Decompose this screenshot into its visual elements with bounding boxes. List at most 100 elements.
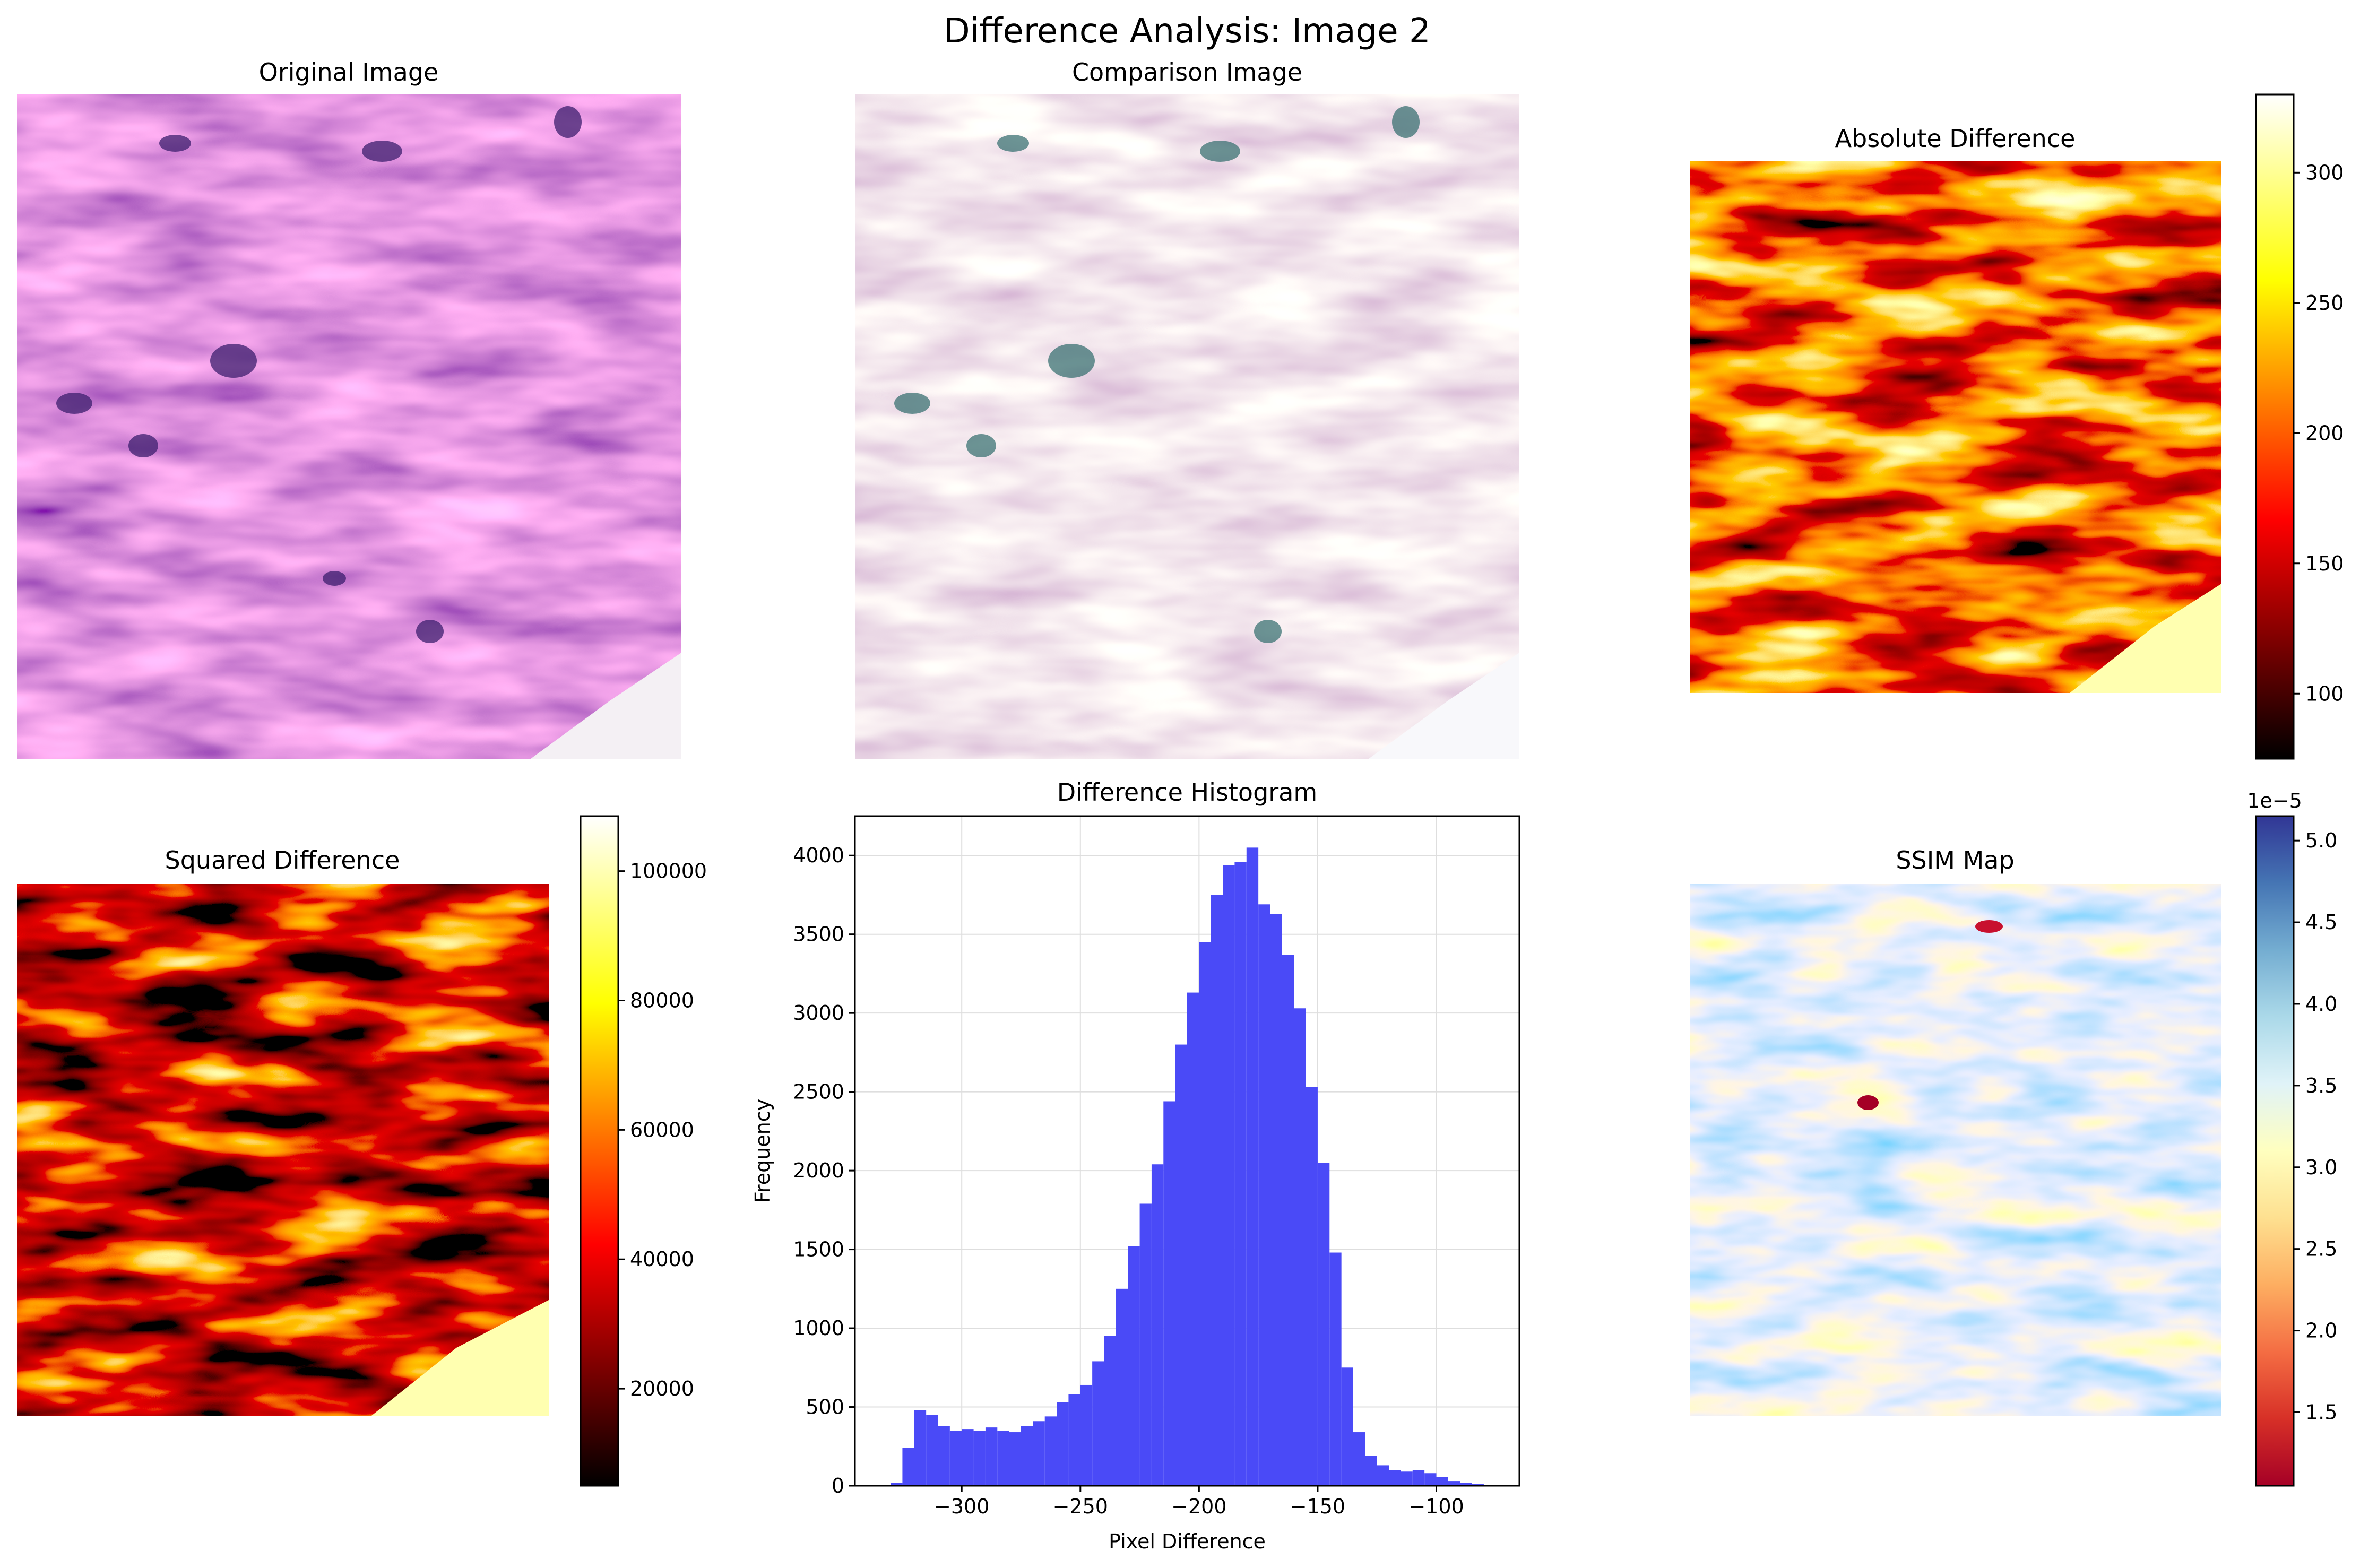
histogram-bar xyxy=(1294,1008,1306,1486)
comparison-image-title: Comparison Image xyxy=(1072,58,1302,86)
histogram-bar xyxy=(1282,955,1294,1486)
histogram-y-tick-label: 500 xyxy=(806,1396,844,1419)
histogram-x-tick-label: −200 xyxy=(1171,1495,1226,1518)
panel-absolute-difference: Absolute Difference 100 150 200 250 300 xyxy=(1690,93,2344,760)
absolute-colorbar-tick-label: 200 xyxy=(2305,421,2344,445)
squared-colorbar-tick-label: 100000 xyxy=(630,860,707,883)
histogram-bars xyxy=(891,847,1508,1486)
histogram-bar xyxy=(1412,1470,1425,1486)
absolute-colorbar-tick-label: 100 xyxy=(2305,682,2344,705)
histogram-y-ticks: 0 500 1000 1500 2000 2500 3000 3500 4000 xyxy=(793,844,855,1497)
histogram-bar xyxy=(1009,1432,1021,1486)
histogram-x-tick-label: −100 xyxy=(1408,1495,1464,1518)
histogram-bar xyxy=(1317,1163,1330,1486)
histogram-bar xyxy=(1163,1101,1175,1486)
panel-original-image: Original Image xyxy=(17,58,681,759)
histogram-bar xyxy=(1044,1416,1057,1486)
histogram-axes-frame xyxy=(854,815,1520,1487)
histogram-y-tick-label: 1000 xyxy=(793,1316,844,1340)
panel-comparison-image: Comparison Image xyxy=(855,58,1519,759)
histogram-bar xyxy=(902,1448,914,1486)
histogram-bar xyxy=(1175,1044,1187,1486)
histogram-x-label: Pixel Difference xyxy=(1109,1530,1266,1553)
ssim-colorbar-tick-label: 5.0 xyxy=(2305,829,2337,852)
ssim-colorbar-tick-label: 3.5 xyxy=(2305,1074,2337,1097)
absolute-colorbar-tick-label: 250 xyxy=(2305,291,2344,315)
histogram-y-tick-label: 4000 xyxy=(793,844,844,867)
absolute-colorbar-tick-label: 300 xyxy=(2305,161,2344,184)
histogram-bar xyxy=(1401,1471,1413,1486)
absolute-colorbar-tick-label: 150 xyxy=(2305,552,2344,575)
absolute-difference-colorbar xyxy=(2255,93,2295,760)
histogram-bar xyxy=(949,1431,962,1486)
histogram-bar xyxy=(1211,895,1223,1486)
ssim-colorbar-tick-label: 1.5 xyxy=(2305,1400,2337,1424)
ssim-colorbar-ticks: 1.5 2.0 2.5 3.0 3.5 4.0 4.5 5.0 xyxy=(2294,829,2337,1424)
ssim-colorbar-tick-label: 4.0 xyxy=(2305,992,2337,1016)
histogram-bar xyxy=(1128,1246,1140,1486)
histogram-bar xyxy=(985,1427,998,1486)
histogram-x-ticks: −300 −250 −200 −150 −100 xyxy=(934,1486,1464,1518)
histogram-bar xyxy=(1448,1481,1460,1486)
histogram-bar xyxy=(1092,1361,1104,1486)
histogram-bar xyxy=(1353,1432,1365,1486)
histogram-bar xyxy=(1258,904,1270,1486)
ssim-map-image xyxy=(1690,884,2221,1416)
histogram-y-tick-label: 2000 xyxy=(793,1159,844,1182)
ssim-map-title: SSIM Map xyxy=(1896,846,2014,874)
histogram-bar xyxy=(914,1410,927,1486)
histogram-y-tick-label: 2500 xyxy=(793,1080,844,1104)
histogram-bar xyxy=(1199,942,1211,1486)
histogram-bar xyxy=(1389,1470,1401,1486)
histogram-y-tick-label: 1500 xyxy=(793,1238,844,1261)
histogram-bar xyxy=(1187,992,1199,1486)
histogram-bar xyxy=(1021,1426,1033,1486)
comparison-nuclei xyxy=(894,106,1420,643)
histogram-x-tick-label: −250 xyxy=(1053,1495,1108,1518)
histogram-y-tick-label: 0 xyxy=(832,1474,844,1497)
histogram-bar xyxy=(1116,1288,1128,1486)
histogram-bar xyxy=(926,1415,938,1486)
original-image-title: Original Image xyxy=(259,58,439,86)
histogram-bar xyxy=(1436,1477,1448,1486)
histogram-bar xyxy=(1270,914,1282,1486)
panel-difference-histogram: Difference Histogram −300 −250 −200 −150 −10… xyxy=(751,778,1520,1553)
histogram-x-tick-label: −150 xyxy=(1290,1495,1345,1518)
histogram-bar xyxy=(938,1426,950,1486)
histogram-bar xyxy=(1460,1483,1472,1486)
histogram-bar xyxy=(1080,1384,1093,1486)
histogram-bar xyxy=(1033,1421,1045,1486)
panel-squared-difference: Squared Difference 20000 40000 60000 80000 1… xyxy=(17,815,707,1487)
ssim-colorbar-tick-label: 2.0 xyxy=(2305,1319,2337,1342)
histogram-title: Difference Histogram xyxy=(1057,778,1317,807)
ssim-colorbar-offset-label: 1e−5 xyxy=(2247,789,2302,812)
figure-suptitle: Difference Analysis: Image 2 xyxy=(944,12,1430,51)
ssim-colorbar-tick-label: 4.5 xyxy=(2305,911,2337,934)
squared-difference-colorbar xyxy=(580,815,619,1487)
histogram-bar xyxy=(1377,1465,1389,1486)
squared-difference-image xyxy=(17,884,549,1416)
histogram-bar xyxy=(1068,1394,1080,1486)
ssim-low-spot xyxy=(1975,920,2003,933)
histogram-bar xyxy=(997,1431,1009,1486)
panel-ssim-map: SSIM Map 1e−5 1.5 2.0 2.5 3.0 3.5 4.0 4.5 5.0 xyxy=(1690,789,2337,1487)
histogram-bar xyxy=(1057,1402,1069,1486)
histogram-y-tick-label: 3500 xyxy=(793,923,844,946)
squared-colorbar-tick-label: 60000 xyxy=(630,1118,694,1141)
histogram-x-tick-label: −300 xyxy=(934,1495,989,1518)
comparison-image xyxy=(855,94,1519,759)
squared-colorbar-tick-label: 80000 xyxy=(630,989,694,1012)
histogram-y-tick-label: 3000 xyxy=(793,1001,844,1025)
histogram-bar xyxy=(1139,1203,1152,1486)
original-image xyxy=(17,94,681,759)
histogram-bar xyxy=(962,1429,974,1486)
histogram-bar xyxy=(1341,1367,1353,1486)
squared-colorbar-tick-label: 40000 xyxy=(630,1248,694,1271)
histogram-bar xyxy=(973,1431,986,1486)
squared-difference-colorbar-ticks: 20000 40000 60000 80000 100000 xyxy=(618,860,707,1400)
absolute-difference-bright-region xyxy=(2070,584,2221,693)
ssim-low-spot xyxy=(1857,1095,1879,1110)
histogram-bar xyxy=(1329,1252,1342,1486)
histogram-bar xyxy=(1234,862,1247,1486)
